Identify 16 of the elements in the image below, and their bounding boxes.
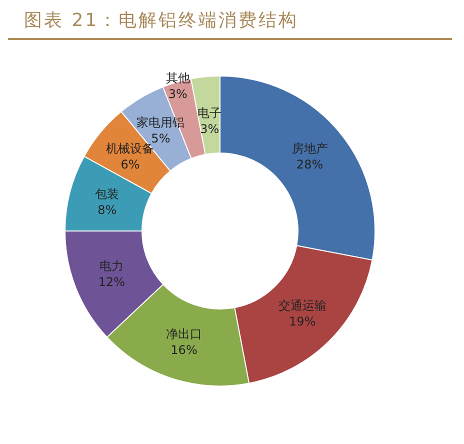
data-label: 16% <box>170 342 198 357</box>
data-label: 8% <box>98 203 117 218</box>
chart-title: 图表 21：电解铝终端消费结构 <box>8 4 452 40</box>
slice-label: 家电用铝 <box>136 116 185 130</box>
data-label: 3% <box>200 122 220 136</box>
data-label: 6% <box>120 158 140 172</box>
data-label: 12% <box>98 274 126 289</box>
data-label: 3% <box>168 86 188 101</box>
data-label: 28% <box>296 158 324 172</box>
slice-label: 其他 <box>166 70 190 85</box>
data-label: 19% <box>289 314 316 328</box>
slice-label: 包装 <box>95 187 120 202</box>
slice-label: 房地产 <box>292 142 328 156</box>
slice-label: 电力 <box>100 258 124 273</box>
slice-label: 交通运输 <box>278 298 326 312</box>
slice-label: 净出口 <box>166 326 202 341</box>
